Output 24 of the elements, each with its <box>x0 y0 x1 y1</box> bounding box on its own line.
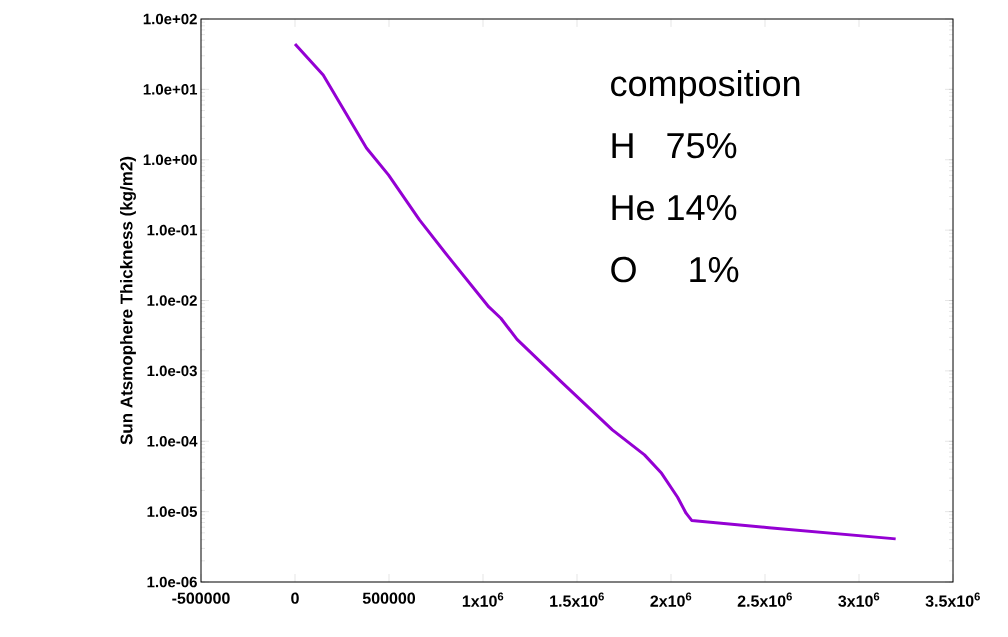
y-tick-label: 1.0e-03 <box>147 365 197 377</box>
x-tick-label: 2.5x10$^{6}$ <box>737 592 792 607</box>
x-tick-label: 3x10$^{6}$ <box>838 592 880 607</box>
y-tick-label: 1.0e-05 <box>147 506 198 517</box>
annotation: H 75% <box>612 133 737 159</box>
annotation: He 14% <box>612 195 737 221</box>
x-tick-label: 500000 <box>362 592 416 604</box>
line-series <box>293 42 898 541</box>
y-axis-title: Sun Atsmophere Thickness (kg/m2) <box>120 156 136 445</box>
annotation: composition <box>611 69 800 104</box>
x-tick-label: 1x10$^{6}$ <box>462 592 504 607</box>
y-tick-label: 1.0e-06 <box>147 576 197 588</box>
x-tick-label: 3.5x10$^{6}$ <box>925 592 980 607</box>
y-tick-label: 1.0e-02 <box>147 295 197 306</box>
y-tick-label: 1.0e-01 <box>147 224 198 236</box>
y-tick-label: 1.0e-04 <box>147 435 198 447</box>
y-tick-label: 1.0e+02 <box>143 13 197 25</box>
x-tick-label: 1.5x10$^{6}$ <box>550 592 604 607</box>
y-tick-label: 1.0e+01 <box>143 84 198 95</box>
annotation: O 1% <box>611 256 739 283</box>
x-tick-label: -500000 <box>172 592 230 604</box>
x-tick-label: 0 <box>291 592 299 604</box>
x-tick-label: 2x10$^{6}$ <box>650 592 692 607</box>
y-tick-label: 1.0e+00 <box>143 154 197 166</box>
